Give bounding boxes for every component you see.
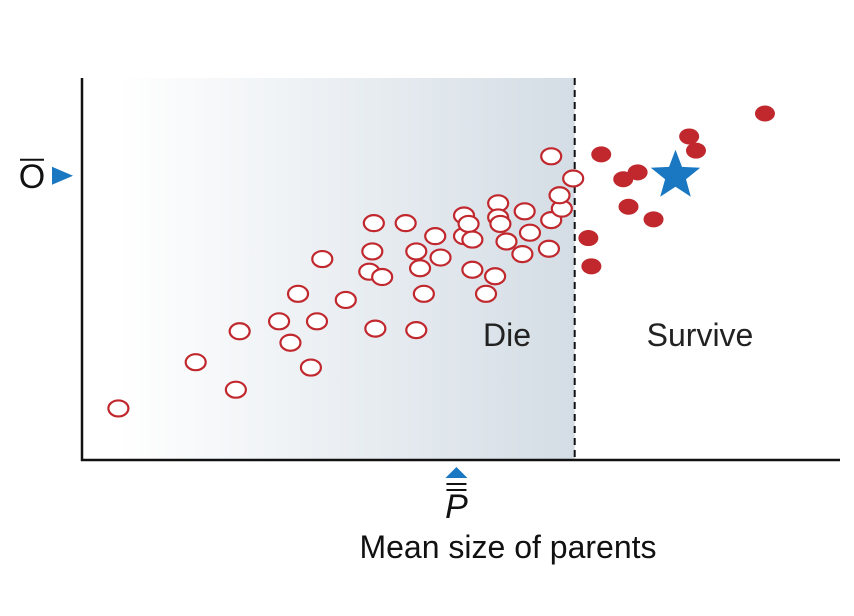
open-point: [540, 147, 563, 166]
offspring-mean-pointer-icon: [52, 166, 73, 185]
open-point: [224, 380, 247, 399]
open-point: [537, 239, 561, 258]
open-point: [408, 259, 432, 278]
open-point: [228, 322, 251, 341]
open-point: [495, 232, 518, 251]
open-point: [267, 312, 291, 331]
open-point: [412, 284, 435, 303]
open-point: [513, 202, 536, 221]
filled-point: [643, 211, 664, 228]
open-point: [548, 186, 571, 205]
open-point: [361, 242, 384, 261]
filled-point: [618, 198, 639, 215]
offspring-mean-symbol: O: [19, 158, 45, 196]
survive-region-label: Survive: [647, 317, 754, 353]
filled-point: [613, 171, 634, 188]
offspring-mean-marker: O: [19, 158, 73, 196]
open-point: [107, 399, 130, 418]
filled-point: [591, 146, 612, 163]
open-point: [311, 249, 334, 269]
open-point: [461, 230, 484, 249]
open-point: [511, 245, 534, 264]
open-point: [461, 260, 484, 279]
star-icon: [650, 149, 701, 197]
open-point: [457, 214, 480, 234]
open-point: [334, 290, 357, 310]
open-point: [184, 353, 207, 372]
open-point: [424, 227, 447, 246]
x-axis-title: Mean size of parents: [359, 529, 656, 565]
filled-point: [578, 230, 599, 247]
filled-point: [754, 105, 775, 122]
parent-mean-marker: P: [445, 467, 468, 526]
die-region-label: Die: [483, 317, 531, 353]
filled-point: [685, 142, 706, 159]
open-point: [305, 312, 329, 331]
open-point: [474, 284, 498, 303]
filled-point: [581, 258, 602, 275]
open-point: [429, 248, 452, 267]
open-point: [364, 319, 387, 338]
open-point: [371, 267, 394, 287]
open-point: [562, 169, 585, 188]
die-region-shading: [118, 78, 575, 460]
open-point: [362, 214, 385, 233]
open-point: [394, 214, 417, 233]
open-point: [405, 242, 428, 261]
open-point: [286, 284, 310, 303]
parent-mean-symbol: P: [445, 488, 468, 526]
filled-point: [679, 128, 700, 145]
parent-mean-pointer-icon: [445, 467, 468, 478]
data-points: [107, 105, 775, 418]
open-point: [489, 214, 512, 234]
open-point: [405, 321, 428, 340]
open-point: [484, 267, 507, 286]
filled-point: [627, 164, 648, 181]
open-point: [279, 333, 302, 352]
open-point: [299, 358, 323, 377]
open-point: [518, 223, 542, 242]
